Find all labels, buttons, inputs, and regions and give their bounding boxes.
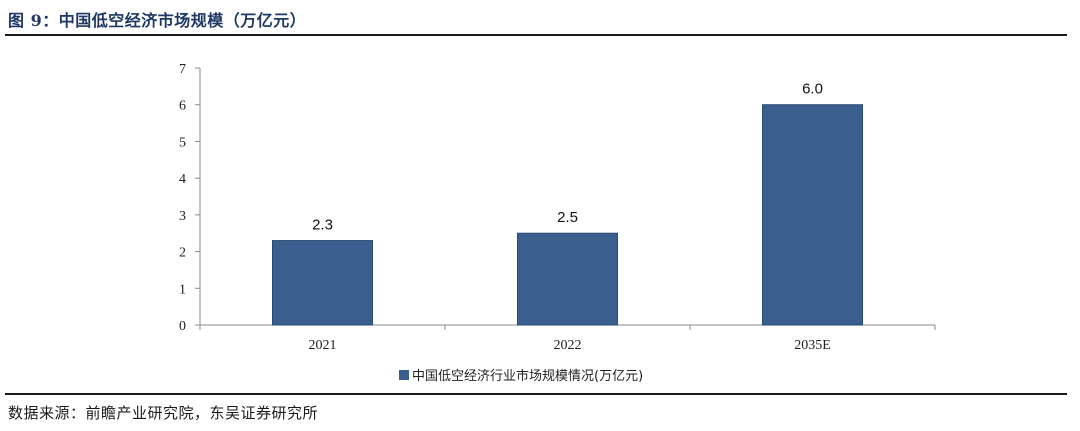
y-tick-label: 2 — [179, 246, 186, 261]
bar — [762, 104, 863, 326]
x-tick-label: 2022 — [554, 338, 582, 353]
x-tick-label: 2021 — [309, 338, 337, 353]
y-tick-label: 5 — [179, 135, 186, 150]
y-tick-label: 4 — [179, 172, 186, 187]
x-tick-label: 2035E — [794, 338, 831, 353]
legend-label: 中国低空经济行业市场规模情况(万亿元) — [412, 368, 643, 384]
data-label: 6.0 — [802, 81, 823, 98]
y-tick-label: 7 — [179, 62, 186, 77]
data-label: 2.5 — [557, 209, 578, 226]
legend-swatch — [399, 370, 409, 380]
bar — [272, 240, 373, 326]
y-tick-label: 3 — [179, 209, 186, 224]
y-tick-label: 0 — [179, 319, 186, 334]
figure-title: 图 9：中国低空经济市场规模（万亿元） — [8, 11, 307, 30]
source-note: 数据来源：前瞻产业研究院，东吴证券研究所 — [8, 404, 319, 422]
y-tick-label: 6 — [179, 99, 186, 114]
y-tick-label: 1 — [179, 282, 186, 297]
bottom-rule — [5, 393, 1067, 395]
bar — [517, 232, 618, 326]
top-rule — [5, 34, 1067, 36]
data-label: 2.3 — [312, 217, 333, 234]
